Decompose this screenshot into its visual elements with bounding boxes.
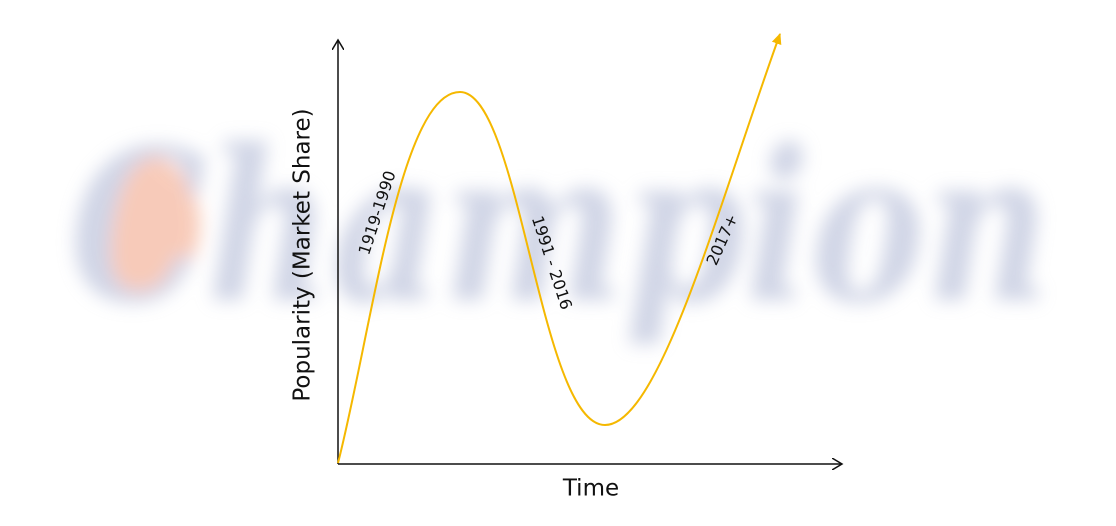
watermark: Champion	[70, 103, 1050, 350]
logo-c	[80, 153, 200, 297]
watermark-text: Champion	[70, 103, 1050, 350]
x-axis-label: Time	[562, 476, 619, 502]
y-axis-label: Popularity (Market Share)	[290, 108, 316, 401]
popularity-curve	[337, 33, 782, 464]
